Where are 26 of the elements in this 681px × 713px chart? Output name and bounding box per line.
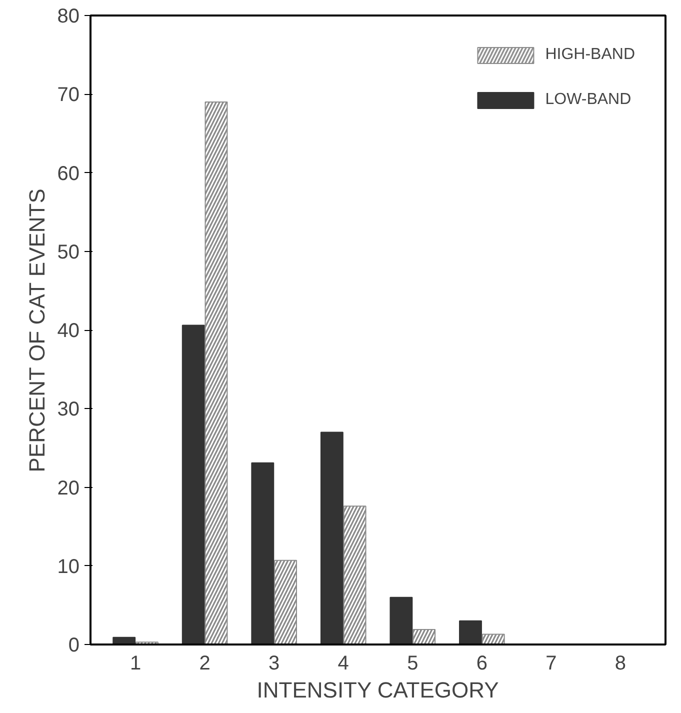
x-tick-label: 7 [546,652,557,674]
bar [390,596,413,644]
y-axis-title: PERCENT OF CAT EVENTS [24,188,50,472]
bar [251,462,274,644]
x-tick-label: 1 [130,652,142,674]
x-axis-title: INTENSITY CATEGORY [256,678,500,702]
legend-label: LOW-BAND [545,91,632,109]
bar [320,432,344,644]
bar [459,620,482,644]
y-tick-label: 70 [57,84,80,106]
y-tick-label: 30 [57,398,80,421]
y-tick-label: 0 [68,634,80,656]
y-tick-label: 80 [57,6,80,28]
x-tick-label: 6 [476,652,488,674]
x-tick-label: 4 [338,652,349,674]
legend-label: HIGH-BAND [545,46,635,64]
y-tick-label: 40 [57,320,80,342]
bar [182,324,205,644]
x-tick-label: 2 [199,652,210,674]
y-tick-label: 50 [57,241,80,264]
x-tick-label: 8 [614,652,626,674]
x-tick-label: 3 [268,652,280,674]
y-tick-label: 20 [57,477,80,500]
y-tick-label: 10 [57,556,80,578]
y-tick-label: 60 [57,162,80,185]
x-tick-label: 5 [407,652,418,674]
